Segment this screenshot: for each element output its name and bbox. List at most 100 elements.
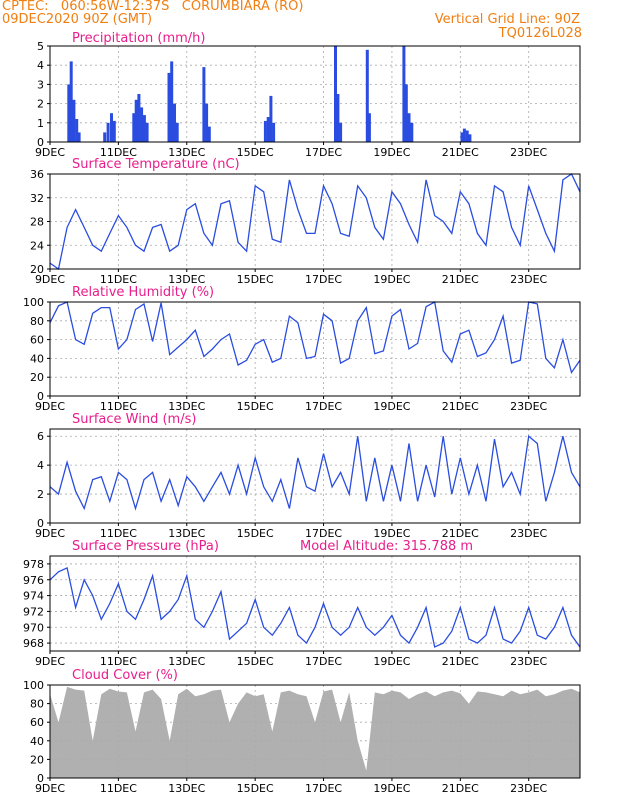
rh-xtick-label: 21DEC <box>442 400 479 413</box>
wind-xtick-label: 17DEC <box>305 527 342 540</box>
precip-xtick-label: 11DEC <box>100 146 137 159</box>
temp-xtick-label: 21DEC <box>442 273 479 286</box>
pres-xtick-label: 17DEC <box>305 655 342 668</box>
temp-xtick-label: 17DEC <box>305 273 342 286</box>
wind-panel <box>47 428 581 526</box>
precip-bar <box>402 46 406 142</box>
cloud-xtick-label: 19DEC <box>373 782 410 795</box>
rh-ytick-label: 40 <box>30 352 44 365</box>
precip-bar <box>112 120 116 142</box>
pres-xtick-label: 21DEC <box>442 655 479 668</box>
header-model-id: TQ0126L028 <box>498 26 582 41</box>
wind-ytick-label: 4 <box>37 459 44 472</box>
rh-xtick-label: 19DEC <box>373 400 410 413</box>
pres-ytick-label: 970 <box>23 621 44 634</box>
temp-xtick-label: 23DEC <box>510 273 547 286</box>
precip-bar <box>462 128 466 142</box>
precip-xtick-label: 17DEC <box>305 146 342 159</box>
cloud-title: Cloud Cover (%) <box>72 668 178 683</box>
precip-bar <box>410 122 414 142</box>
cloud-ytick-label: 60 <box>30 716 44 729</box>
cloud-area <box>50 686 580 778</box>
precip-ytick-label: 3 <box>37 78 44 91</box>
rh-xtick-label: 9DEC <box>35 400 65 413</box>
cloud-xtick-label: 9DEC <box>35 782 65 795</box>
wind-xtick-label: 23DEC <box>510 527 547 540</box>
precip-bar <box>142 115 146 142</box>
precip-bar <box>266 117 270 142</box>
cloud-panel <box>47 684 581 781</box>
precip-bar <box>170 61 174 142</box>
precip-bar <box>269 95 273 142</box>
precip-title: Precipitation (mm/h) <box>72 31 205 46</box>
cloud-xtick-label: 11DEC <box>100 782 137 795</box>
precip-bar <box>365 49 369 142</box>
precip-bar <box>134 99 138 142</box>
cloud-xtick-label: 21DEC <box>442 782 479 795</box>
wind-xtick-label: 13DEC <box>168 527 205 540</box>
wind-xtick-label: 19DEC <box>373 527 410 540</box>
cloud-xtick-label: 17DEC <box>305 782 342 795</box>
cloud-ytick-label: 20 <box>30 753 44 766</box>
temp-ytick-label: 32 <box>30 192 44 205</box>
precip-bar <box>77 132 81 142</box>
cloud-xtick-label: 15DEC <box>237 782 274 795</box>
precip-ytick-label: 1 <box>37 117 44 130</box>
pres-xtick-label: 11DEC <box>100 655 137 668</box>
precip-bar <box>173 103 176 142</box>
rh-ytick-label: 100 <box>23 296 44 309</box>
rh-ytick-label: 60 <box>30 334 44 347</box>
precip-bar <box>407 113 411 142</box>
rh-xtick-label: 13DEC <box>168 400 205 413</box>
pres-title: Surface Pressure (hPa) <box>72 539 219 554</box>
temp-title: Surface Temperature (nC) <box>72 157 240 172</box>
precip-bar <box>137 94 141 142</box>
rh-xtick-label: 15DEC <box>237 400 274 413</box>
precip-bar <box>106 122 110 142</box>
precip-bar <box>202 67 206 142</box>
precip-ytick-label: 4 <box>37 59 44 72</box>
cloud-xtick-label: 23DEC <box>510 782 547 795</box>
pres-series-line <box>49 566 581 648</box>
precip-bar <box>175 122 179 142</box>
precip-bar <box>75 119 79 142</box>
wind-xtick-label: 11DEC <box>100 527 137 540</box>
cloud-xtick-label: 13DEC <box>168 782 205 795</box>
precip-bar <box>334 46 337 142</box>
precip-panel <box>47 45 581 145</box>
precip-bar <box>67 84 71 142</box>
precip-bar <box>110 113 113 142</box>
precip-xtick-label: 21DEC <box>442 146 479 159</box>
pres-ytick-label: 972 <box>23 605 44 618</box>
temp-xtick-label: 11DEC <box>100 273 137 286</box>
temp-ytick-label: 28 <box>30 216 44 229</box>
cloud-ytick-label: 80 <box>30 698 44 711</box>
wind-ytick-label: 0 <box>37 517 44 530</box>
temp-series-line <box>49 173 581 271</box>
precip-bar <box>367 113 371 142</box>
precip-bar <box>272 122 276 142</box>
precip-xtick-label: 9DEC <box>35 146 65 159</box>
precip-xtick-label: 19DEC <box>373 146 410 159</box>
precip-bar <box>460 132 464 142</box>
rh-ytick-label: 80 <box>30 315 44 328</box>
wind-xtick-label: 15DEC <box>237 527 274 540</box>
precip-frame <box>49 45 581 143</box>
pres-ytick-label: 976 <box>23 574 44 587</box>
pres-xtick-label: 23DEC <box>510 655 547 668</box>
precip-bar <box>132 113 136 142</box>
precip-bar <box>339 122 343 142</box>
temp-xtick-label: 9DEC <box>35 273 65 286</box>
precip-bar <box>207 126 211 142</box>
precip-bar <box>72 99 76 142</box>
precip-bar <box>167 72 171 142</box>
precip-xtick-label: 13DEC <box>168 146 205 159</box>
cloud-ytick-label: 40 <box>30 735 44 748</box>
precip-bar <box>205 103 209 142</box>
pres-ytick-label: 968 <box>23 637 44 650</box>
precip-bar <box>263 120 267 142</box>
rh-series-line <box>49 300 581 375</box>
precip-xtick-label: 15DEC <box>237 146 274 159</box>
pres-xtick-label: 13DEC <box>168 655 205 668</box>
